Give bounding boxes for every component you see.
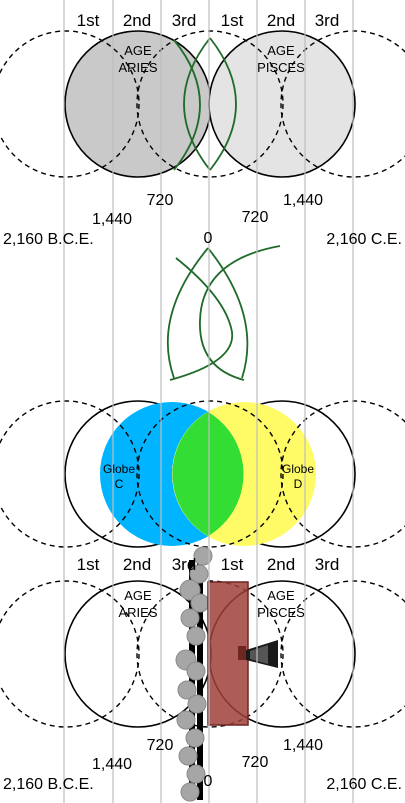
bottom-left-720: 720 xyxy=(147,737,174,754)
bottom-pisces-line1: AGE xyxy=(267,588,295,603)
top-zero: 0 xyxy=(204,230,213,247)
bottom-col-2: 2nd xyxy=(123,555,151,574)
top-pisces-line1: AGE xyxy=(267,43,295,58)
top-col-6: 3rd xyxy=(315,11,340,30)
bottom-column-labels: 1st 2nd 3rd 1st 2nd 3rd xyxy=(77,555,340,574)
globe-center-dashed xyxy=(136,400,284,548)
bottom-left-1440: 1,440 xyxy=(92,756,132,773)
vesica-arc-b xyxy=(207,247,249,379)
vesica-arc-d xyxy=(169,257,233,381)
right-dashed-circle xyxy=(280,30,405,178)
top-right-1440: 1,440 xyxy=(283,192,323,209)
globe-c-line2: C xyxy=(115,477,124,491)
top-left-2160: 2,160 B.C.E. xyxy=(3,231,94,248)
bottom-panel xyxy=(0,546,405,802)
bottom-col-4: 1st xyxy=(221,555,244,574)
top-aries-line1: AGE xyxy=(124,43,152,58)
bottom-center-dashed xyxy=(136,580,284,728)
globe-labels: Globe C Globe D xyxy=(103,462,314,491)
top-timeline: 720 1,440 1,440 720 2,160 B.C.E. 0 2,160… xyxy=(3,192,402,248)
left-dashed-circle xyxy=(0,30,140,178)
top-col-3: 3rd xyxy=(172,11,197,30)
bottom-col-1: 1st xyxy=(77,555,100,574)
globe-d-line1: Globe xyxy=(282,462,314,476)
vesica-inner-arc xyxy=(173,39,201,171)
bottom-right-1440: 1,440 xyxy=(283,737,323,754)
top-right-720: 720 xyxy=(242,209,269,226)
bottom-right-dashed xyxy=(280,580,405,728)
top-aries-line2: ARIES xyxy=(118,60,157,75)
bottom-aries-line2: ARIES xyxy=(118,605,157,620)
axis-bar-left xyxy=(189,560,195,800)
bottom-age-labels: AGE ARIES AGE PISCES xyxy=(118,588,305,620)
bottom-col-6: 3rd xyxy=(315,555,340,574)
bottom-right-720: 720 xyxy=(242,754,269,771)
cone-highlight xyxy=(250,645,268,664)
center-dashed-circle xyxy=(136,30,284,178)
top-col-4: 1st xyxy=(221,11,244,30)
bead-column xyxy=(175,546,213,802)
bottom-left-2160: 2,160 B.C.E. xyxy=(3,776,94,793)
globe-panel xyxy=(0,400,405,548)
grid-lines xyxy=(63,0,354,803)
bottom-col-3: 3rd xyxy=(172,555,197,574)
globe-d-line2: D xyxy=(294,477,303,491)
bottom-zero: 0 xyxy=(204,773,213,790)
bottom-pisces-line2: PISCES xyxy=(257,605,305,620)
vesica-left-arc xyxy=(183,37,211,171)
globe-overlap-2 xyxy=(172,412,244,536)
bottom-right-2160: 2,160 C.E. xyxy=(326,776,402,793)
globe-right-dashed xyxy=(280,400,405,548)
middle-vesica xyxy=(166,245,281,381)
top-panel xyxy=(0,30,405,178)
top-left-720: 720 xyxy=(147,192,174,209)
bottom-timeline: 720 1,440 1,440 720 2,160 B.C.E. 0 2,160… xyxy=(3,737,402,793)
top-pisces-line2: PISCES xyxy=(257,60,305,75)
bottom-col-5: 2nd xyxy=(267,555,295,574)
globe-c-line1: Globe xyxy=(103,462,135,476)
axis-bar-right xyxy=(197,560,203,800)
vesica-arc-a xyxy=(166,247,209,379)
top-column-labels: 1st 2nd 3rd 1st 2nd 3rd xyxy=(77,11,340,30)
vesica-arc-c xyxy=(199,245,281,381)
top-col-5: 2nd xyxy=(267,11,295,30)
top-col-1: 1st xyxy=(77,11,100,30)
red-panel xyxy=(207,581,249,726)
bottom-left-dashed xyxy=(0,580,140,728)
top-col-2: 2nd xyxy=(123,11,151,30)
vesica-right-arc xyxy=(209,37,237,171)
top-left-1440: 1,440 xyxy=(92,211,132,228)
bottom-aries-line1: AGE xyxy=(124,588,152,603)
red-panel-notch xyxy=(238,646,246,660)
top-age-labels: AGE ARIES AGE PISCES xyxy=(118,43,305,75)
globe-left-dashed xyxy=(0,400,140,548)
top-right-2160: 2,160 C.E. xyxy=(326,231,402,248)
